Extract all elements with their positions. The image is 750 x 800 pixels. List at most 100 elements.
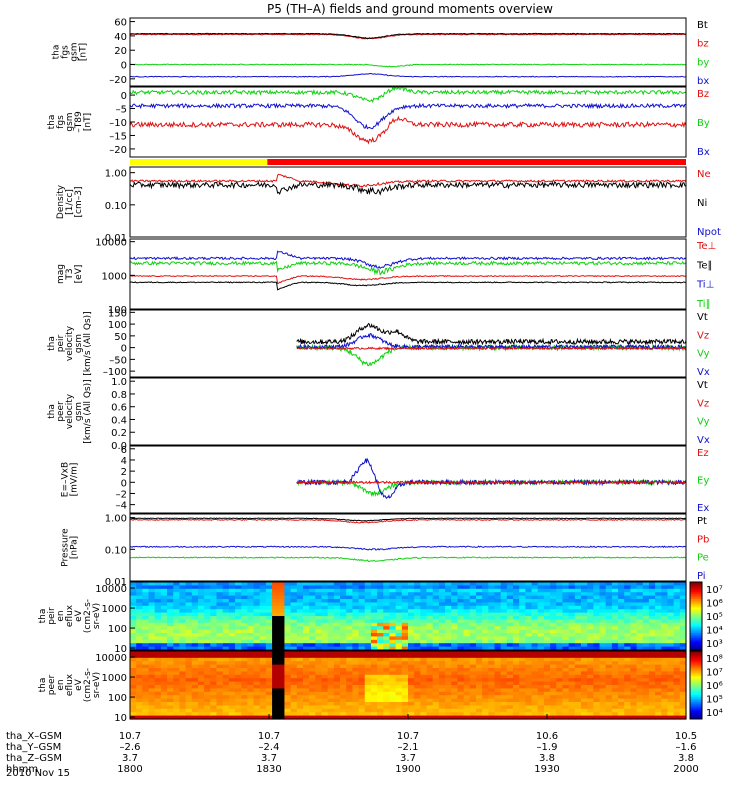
spectrogram-cell [265,685,273,689]
y-axis-label: gsm [65,112,75,131]
spectrogram-cell [568,622,576,627]
spectrogram-cell [475,616,483,620]
spectrogram-cell [321,671,329,676]
spectrogram-cell [463,636,471,641]
spectrogram-cell [222,715,230,720]
spectrogram-cell [673,629,681,634]
spectrogram-cell [673,602,681,607]
spectrogram-cell [327,702,335,706]
spectrogram-cell [636,664,644,669]
spectrogram-cell [513,609,520,614]
spectrogram-cell [216,626,224,631]
spectrogram-cell [130,585,137,590]
spectrogram-cell [377,668,384,672]
spectrogram-cell [377,705,384,710]
spectrogram-cell [408,678,415,683]
spectrogram-cell [191,602,199,607]
colorbar-segment [690,681,702,684]
spectrogram-cell [309,708,316,713]
spectrogram-cell [377,695,384,700]
spectrogram-cell [197,622,205,627]
spectrogram-cell [618,715,625,720]
spectrogram-cell [574,651,582,655]
spectrogram-cell [358,712,366,717]
spectrogram-cell [160,616,168,620]
spectrogram-cell [562,595,570,600]
spectrogram-cell [272,636,279,641]
spectrogram-cell [284,654,292,659]
spectrogram-cell [655,698,662,703]
spectrogram-cell [661,609,669,614]
spectrogram-cell [389,681,397,686]
spectrogram-cell [197,664,205,669]
spectrogram-cell [315,622,323,627]
spectrogram-cell [333,685,341,689]
spectrogram-cell [432,616,440,620]
spectrogram-cell [333,651,341,655]
spectrogram-cell [377,619,384,624]
spectrogram-cell [253,585,261,590]
colorbar-segment [690,713,702,717]
spectrogram-cell [636,705,644,710]
spectrogram-cell [259,585,267,590]
spectrogram-cell [525,626,533,631]
spectrogram-cell [278,654,286,659]
spectrogram-cell [321,657,329,662]
spectrogram-cell [451,582,459,586]
spectrogram-cell [630,616,638,620]
spectrogram-cell [580,651,588,655]
spectrogram-cell [370,678,378,683]
spectrogram-cell [173,695,181,700]
spectrogram-cell [179,592,187,597]
spectrogram-cell [531,602,539,607]
spectrogram-cell [148,671,156,676]
spectrogram-cell [321,592,329,597]
spectrogram-cell [488,702,496,706]
spectrogram-cell [290,705,298,710]
spectrogram-cell [185,708,193,713]
spectrogram-cell [352,592,360,597]
y-axis-label: tha [47,115,57,130]
spectrogram-cell [414,678,421,683]
spectrogram-cell [593,688,601,693]
colorbar-segment [690,595,702,598]
spectrogram-cell [302,715,310,720]
spectrogram-cell [488,691,496,696]
spectrogram-cell [191,639,199,644]
spectrogram-cell [364,681,372,686]
spectrogram-cell [605,626,613,631]
spectrogram-cell [642,651,650,655]
spectrogram-cell [506,629,514,634]
spectrogram-cell [173,708,181,713]
spectrogram-cell [636,695,644,700]
spectrogram-cell [364,695,372,700]
spectrogram-cell [309,592,316,597]
spectrogram-cell [426,705,434,710]
spectrogram-cell [259,626,267,631]
spectrogram-cell [550,671,557,676]
spectrogram-cell [469,654,477,659]
spectrogram-cell [160,636,168,641]
spectrogram-cell [210,609,218,614]
x-row-value: 3.7 [261,753,277,764]
spectrogram-cell [618,657,625,662]
spectrogram-cell [494,616,502,620]
spectrogram-cell [624,622,631,627]
spectrogram-cell [451,698,459,703]
y-tick-label: 100 [108,624,127,635]
spectrogram-cell [679,592,687,597]
spectrogram-cell [290,715,298,720]
spectrogram-cell [488,668,496,672]
spectrogram-cell [395,661,403,666]
spectrogram-cell [408,619,415,624]
spectrogram-cell [296,609,304,614]
spectrogram-cell [395,619,403,624]
spectrogram-cell [605,661,613,666]
spectrogram-cell [228,585,236,590]
colorbar-segment [690,700,702,703]
y-axis-label: Density [56,184,66,219]
spectrogram-cell [191,633,199,637]
spectrogram-cell [395,712,403,717]
spectrogram-cell [216,702,224,706]
